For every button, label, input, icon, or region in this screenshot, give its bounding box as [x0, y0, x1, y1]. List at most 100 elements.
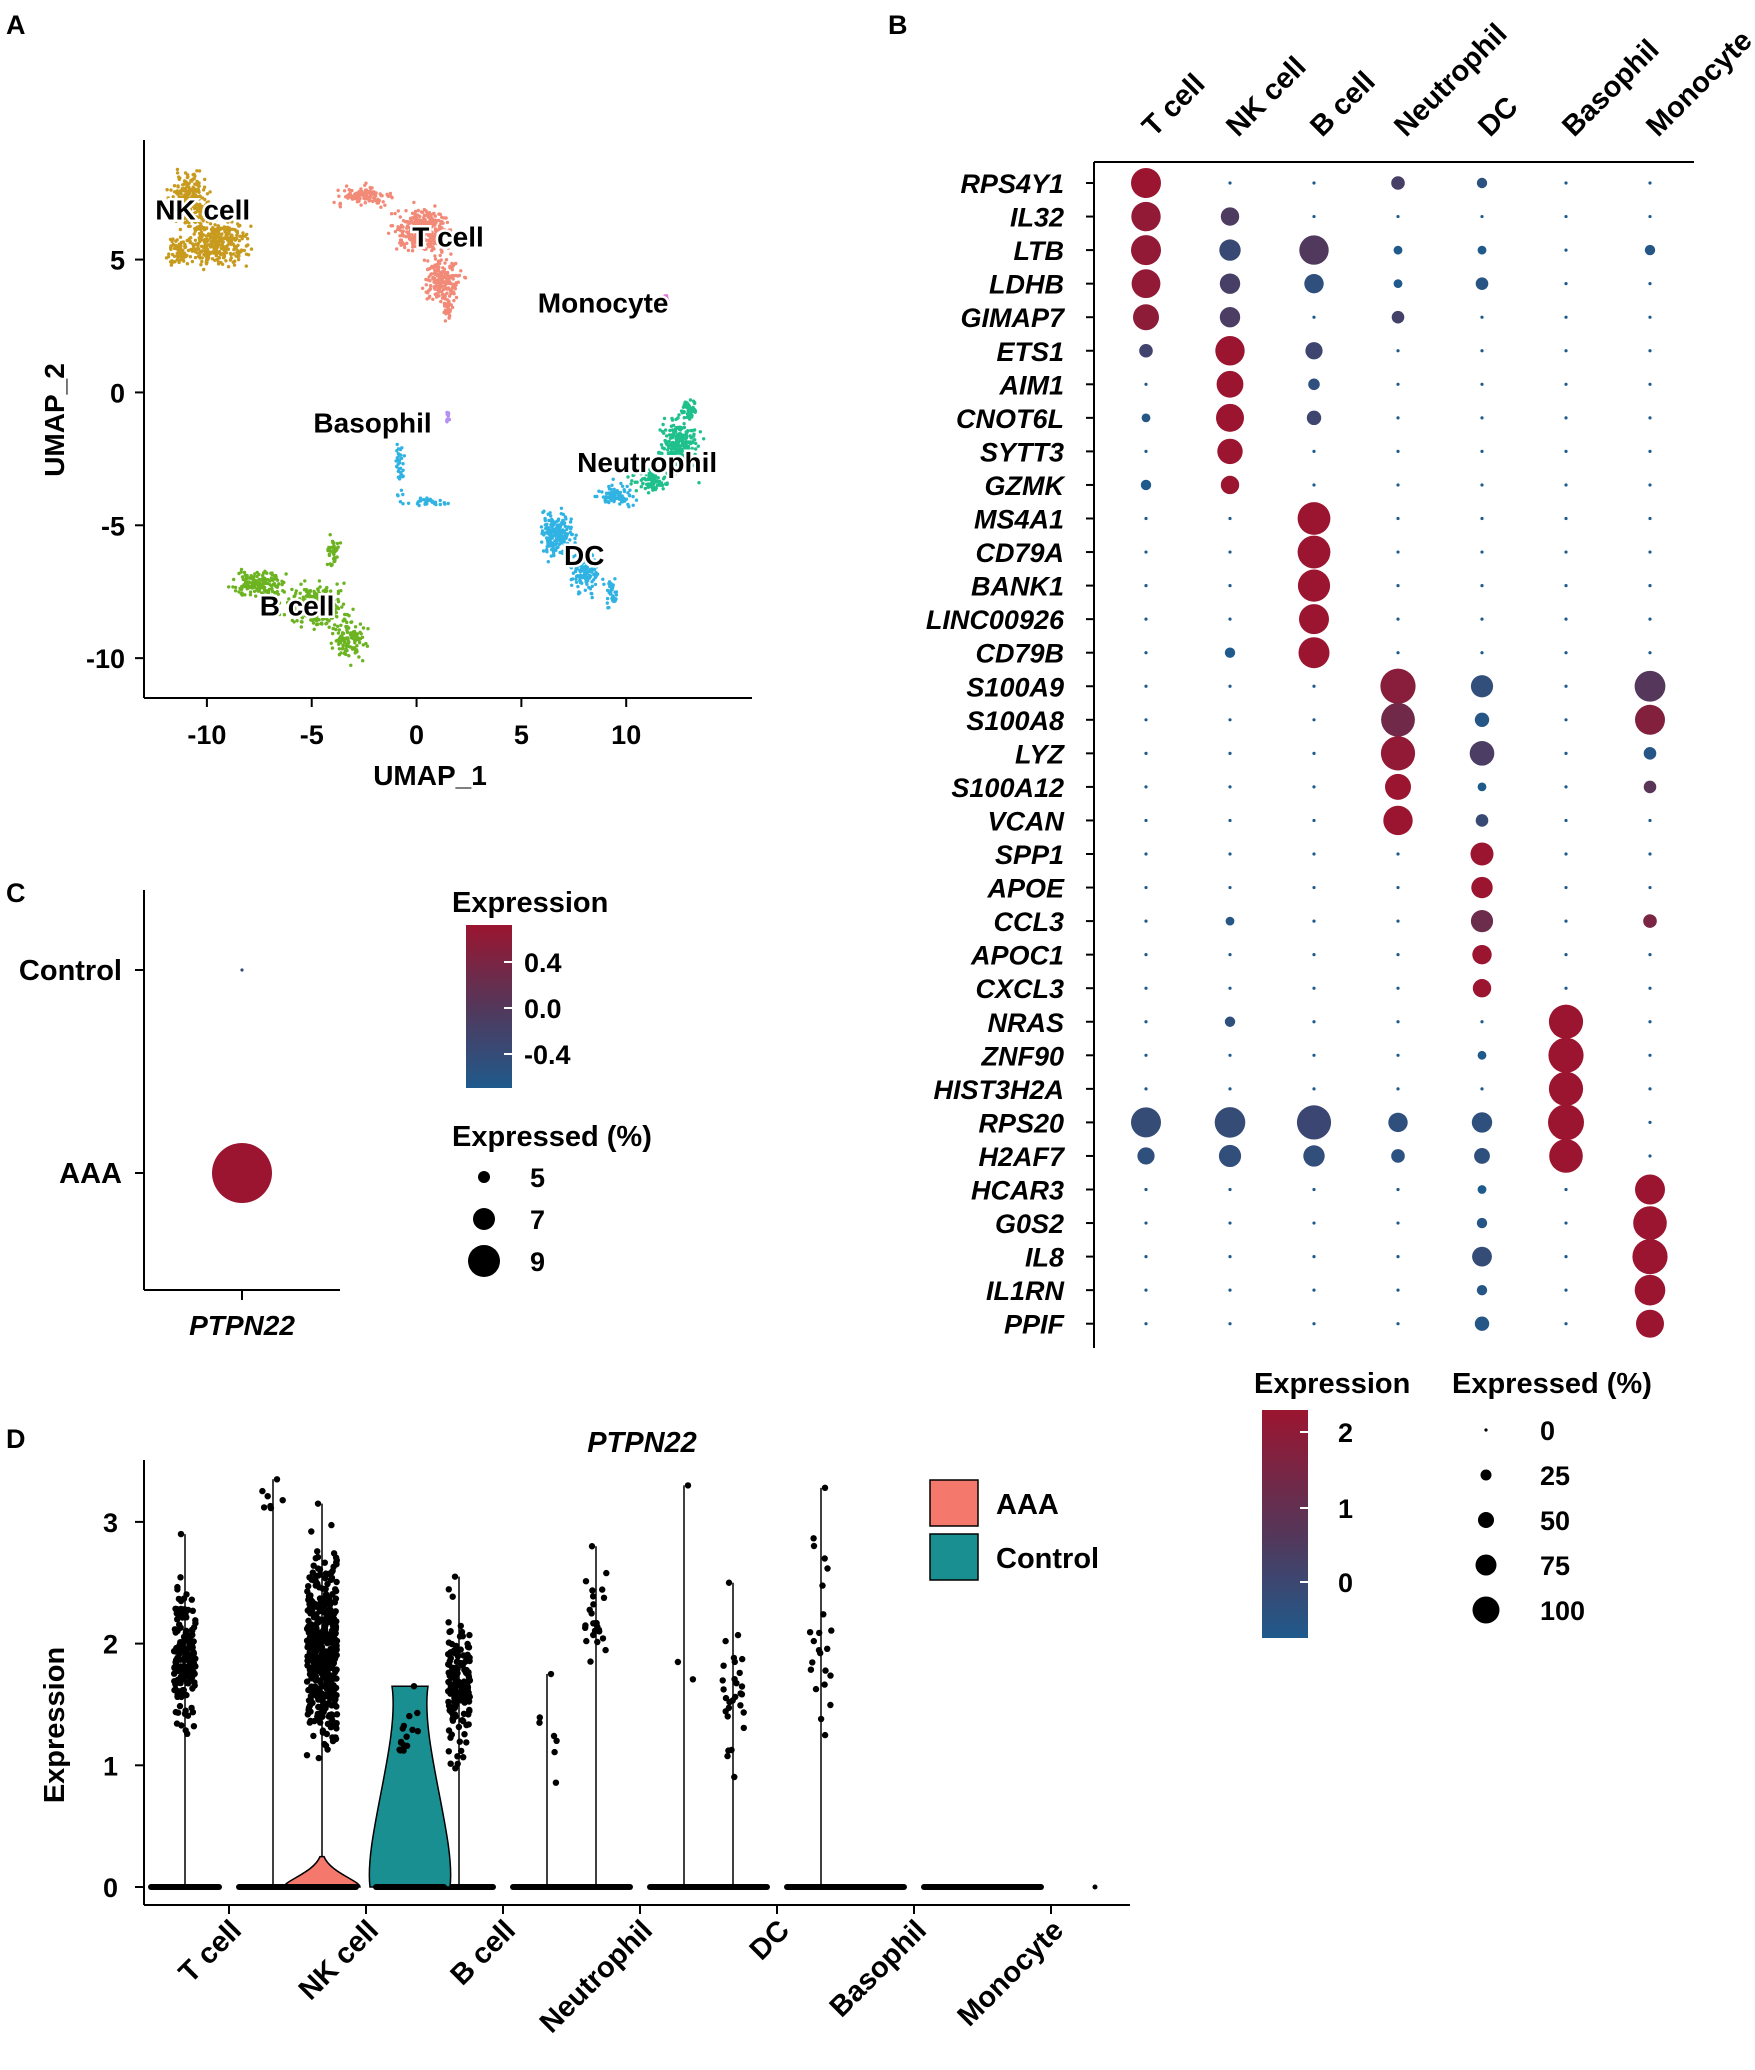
umap-point — [662, 458, 666, 462]
umap-point — [661, 487, 665, 491]
dotplot-gene-label: G0S2 — [995, 1209, 1064, 1239]
umap-point — [424, 277, 428, 282]
dotplot-gene-label: VCAN — [987, 806, 1064, 836]
dotplot-dot — [1144, 1087, 1148, 1091]
umap-point — [244, 580, 248, 584]
umap-point — [561, 518, 565, 523]
umap-point — [426, 259, 430, 263]
dotplot-dot — [1215, 336, 1245, 366]
violin-point — [821, 1681, 828, 1688]
umap-point — [366, 627, 370, 631]
violin-point — [410, 1682, 418, 1690]
umap-point — [438, 498, 442, 503]
umap-point — [440, 270, 445, 274]
dotplot-dot — [1480, 214, 1484, 219]
umap-point — [547, 518, 551, 523]
violin-point — [725, 1579, 733, 1586]
violin-point — [819, 1582, 826, 1589]
umap-point — [178, 227, 183, 232]
umap-x-tick-label: -10 — [187, 720, 226, 750]
umap-point — [363, 183, 367, 187]
violin-point — [724, 1752, 731, 1760]
umap-point — [214, 254, 218, 258]
umap-point — [393, 229, 398, 234]
umap-point — [587, 585, 591, 590]
umap-point — [675, 456, 679, 460]
umap-point — [651, 482, 656, 487]
dotplot-dot — [1648, 617, 1652, 621]
violin-point — [322, 1575, 329, 1582]
umap-point — [222, 251, 227, 256]
umap-point — [179, 192, 183, 196]
umap-point — [445, 232, 450, 236]
umap-point — [634, 498, 639, 502]
umap-point — [210, 229, 214, 234]
umap-point — [365, 197, 369, 201]
dotplot-dot — [1643, 780, 1657, 794]
umap-point — [183, 220, 187, 225]
umap-point — [654, 486, 658, 490]
umap-point — [349, 636, 354, 640]
dotplot-dot — [1306, 410, 1322, 426]
umap-point — [576, 592, 581, 596]
umap-point — [689, 468, 693, 472]
dotplot-dot — [1228, 953, 1232, 957]
umap-point — [428, 223, 433, 227]
dotplot-dot — [1477, 1050, 1487, 1060]
umap-point — [169, 247, 173, 251]
dotplot-dot — [1144, 449, 1148, 453]
umap-point — [344, 194, 349, 199]
dotplot-dot — [1648, 885, 1652, 890]
dotplot-dot — [1396, 617, 1400, 621]
umap-point — [678, 444, 683, 448]
umap-point — [235, 250, 239, 255]
umap-point — [607, 484, 611, 489]
violin-point — [454, 1753, 461, 1760]
violin-point — [328, 1569, 335, 1576]
dotplot-dot — [1477, 245, 1487, 255]
umap-point — [611, 583, 615, 587]
dotplot-dot — [1564, 248, 1568, 252]
dotplot-dot — [1480, 483, 1484, 487]
umap-point — [568, 520, 573, 524]
umap-cluster-basophil — [445, 410, 452, 424]
violin-point — [308, 1656, 315, 1663]
dotplot-dot — [1633, 1206, 1667, 1240]
umap-point — [183, 171, 188, 175]
umap-point — [422, 497, 426, 502]
umap-point — [238, 250, 242, 254]
violin-y-tick-label: 1 — [103, 1751, 118, 1781]
umap-point — [386, 231, 391, 235]
umap-point — [414, 219, 418, 223]
violin-point — [311, 1683, 319, 1690]
umap-point — [398, 234, 402, 238]
umap-point — [259, 577, 264, 582]
umap-point — [438, 276, 442, 280]
umap-point — [627, 505, 631, 509]
umap-point — [576, 584, 580, 589]
umap-point — [413, 223, 417, 228]
dotplot-dot — [1643, 914, 1657, 928]
violin-y-tick-label: 0 — [103, 1873, 118, 1903]
umap-point — [444, 258, 449, 262]
umap-point — [401, 492, 405, 497]
umap-point — [272, 582, 277, 586]
umap-point — [336, 188, 340, 192]
umap-point — [231, 242, 235, 246]
umap-point — [193, 255, 198, 260]
dotplot-size-label: 75 — [1540, 1551, 1570, 1581]
umap-point — [420, 286, 425, 290]
violin-point — [812, 1685, 820, 1693]
c-group-label: Control — [19, 955, 122, 987]
dotplot-dot — [1548, 1004, 1584, 1039]
umap-point — [612, 489, 616, 494]
dotplot-dot — [1396, 953, 1400, 957]
umap-point — [690, 428, 694, 433]
violin-point — [457, 1622, 464, 1630]
umap-cluster-label: B cell — [260, 591, 335, 622]
umap-point — [359, 189, 363, 194]
umap-point — [662, 295, 666, 299]
umap-point — [358, 622, 363, 626]
umap-point — [549, 514, 553, 518]
